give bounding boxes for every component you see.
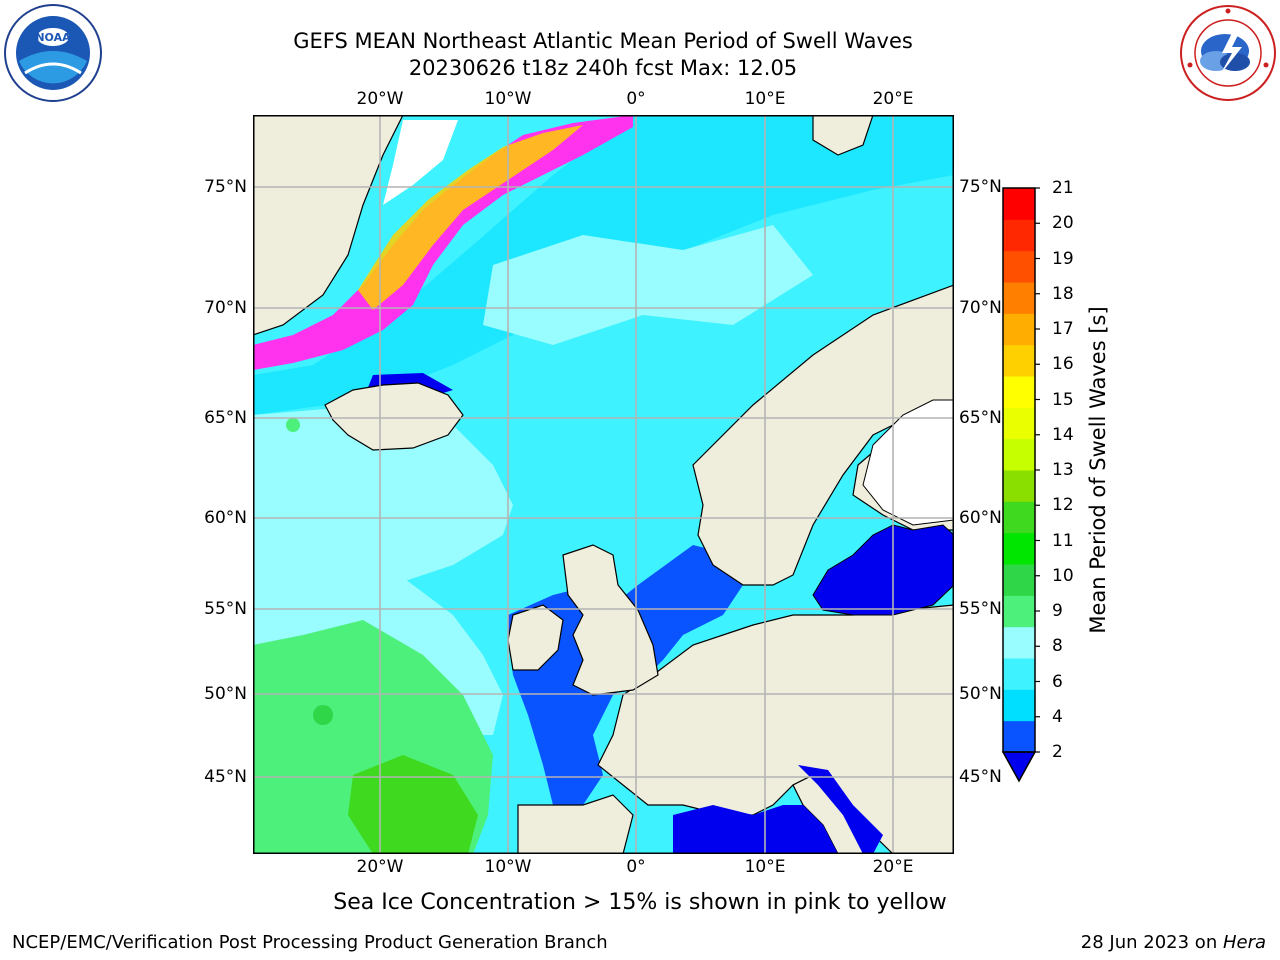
greenland xyxy=(253,115,404,336)
lon-label-top: 20°W xyxy=(356,89,404,109)
lat-label-right: 45°N xyxy=(959,767,1002,787)
colorbar-tick-label: 9 xyxy=(1052,601,1063,621)
noaa-logo: NOAA xyxy=(4,4,102,102)
colorbar-segment xyxy=(1003,626,1035,659)
lat-label-right: 55°N xyxy=(959,599,1002,619)
adriatic-sea xyxy=(798,765,883,854)
lon-label-bottom: 10°W xyxy=(484,857,532,877)
colorbar-ticks xyxy=(1035,187,1040,753)
colorbar-tick-label: 2 xyxy=(1052,742,1063,762)
colorbar-tick-label: 14 xyxy=(1052,424,1074,445)
svg-text:NOAA: NOAA xyxy=(35,31,71,44)
baltic-sea xyxy=(812,524,954,616)
colorbar-segment xyxy=(1003,564,1035,596)
colorbar-segment xyxy=(1003,282,1035,314)
colorbar-tick-label: 19 xyxy=(1052,248,1074,269)
lon-label-top: 20°E xyxy=(872,89,914,109)
colorbar-tick-label: 13 xyxy=(1052,460,1074,480)
lat-label-left: 50°N xyxy=(204,684,247,704)
colorbar-tick-label: 4 xyxy=(1052,706,1063,727)
colorbar-tick-label: 12 xyxy=(1052,495,1074,516)
lat-label-left: 45°N xyxy=(204,767,247,787)
lat-label-right: 50°N xyxy=(959,684,1002,704)
colorbar-segment xyxy=(1003,250,1035,283)
colorbar-segment xyxy=(1003,470,1035,502)
ireland xyxy=(507,604,564,671)
swell-9s-norwegian-sea xyxy=(483,225,813,345)
colorbar-tick-label: 10 xyxy=(1052,565,1074,586)
lat-label-right: 75°N xyxy=(959,177,1002,197)
colorbar-tick-label: 15 xyxy=(1052,389,1074,410)
nws-logo xyxy=(1180,5,1276,101)
great-britain xyxy=(562,544,659,696)
lat-label-left: 75°N xyxy=(204,177,247,197)
footer-host: Hera xyxy=(1222,932,1266,953)
lat-label-left: 65°N xyxy=(204,408,247,428)
map-frame xyxy=(253,115,954,854)
colorbar-tick-label: 11 xyxy=(1052,530,1074,551)
lat-label-left: 70°N xyxy=(204,298,247,318)
colorbar-segment xyxy=(1003,689,1035,722)
colorbar-tick-label: 16 xyxy=(1052,354,1074,375)
colorbar-title: Mean Period of Swell Waves [s] xyxy=(1086,306,1110,634)
sea-ice-yellow xyxy=(358,125,583,310)
colorbar-tick-label: 17 xyxy=(1052,319,1074,339)
colorbar-segment xyxy=(1003,595,1035,628)
colorbar-segment xyxy=(1003,501,1035,534)
colorbar-under-arrow xyxy=(1001,751,1037,783)
lon-label-top: 10°E xyxy=(744,89,786,109)
land xyxy=(253,115,954,854)
colorbar-tick-label: 6 xyxy=(1052,671,1063,692)
colorbar-segment xyxy=(1003,720,1035,753)
lon-label-top: 10°W xyxy=(484,89,532,109)
sea-ice-white-gap xyxy=(383,120,458,205)
lon-label-top: 0° xyxy=(626,89,646,109)
colorbar-segment xyxy=(1003,376,1035,408)
lon-label-bottom: 20°E xyxy=(872,857,914,877)
sea-ice-note: Sea Ice Concentration > 15% is shown in … xyxy=(333,890,947,915)
iberia xyxy=(517,794,634,854)
swell-period-map xyxy=(253,115,954,854)
map-title: GEFS MEAN Northeast Atlantic Mean Period… xyxy=(293,29,913,53)
svalbard xyxy=(812,115,874,156)
lon-label-bottom: 20°W xyxy=(356,857,404,877)
colorbar-segments xyxy=(1003,188,1035,753)
mediterranean-west xyxy=(673,805,838,854)
colorbar-segment xyxy=(1003,407,1035,440)
footer-date: 28 Jun 2023 on Hera xyxy=(1081,932,1266,953)
colorbar-tick-label: 20 xyxy=(1052,213,1074,234)
colorbar-segment xyxy=(1003,532,1035,565)
lat-label-right: 65°N xyxy=(959,408,1002,428)
colorbar-segment xyxy=(1003,188,1035,220)
map-subtitle: 20230626 t18z 240h fcst Max: 12.05 xyxy=(408,56,798,80)
lon-label-bottom: 0° xyxy=(626,857,646,877)
colorbar-segment xyxy=(1003,219,1035,252)
colorbar-tick-label: 8 xyxy=(1052,636,1063,657)
gulf-of-bothnia xyxy=(862,399,954,526)
iceland xyxy=(324,382,464,451)
lat-label-right: 60°N xyxy=(959,508,1002,528)
swell-10s-patch xyxy=(313,705,333,725)
swell-9s-patch xyxy=(286,418,300,432)
colorbar-segment xyxy=(1003,658,1035,690)
footer-date-text: 28 Jun 2023 on xyxy=(1080,932,1223,953)
colorbar xyxy=(1001,187,1040,783)
colorbar-tick-label: 21 xyxy=(1052,178,1074,198)
lon-label-bottom: 10°E xyxy=(744,857,786,877)
sea-ice-pink xyxy=(253,115,633,370)
footer-credit: NCEP/EMC/Verification Post Processing Pr… xyxy=(12,932,608,953)
colorbar-segment xyxy=(1003,438,1035,471)
colorbar-tick-label: 18 xyxy=(1052,283,1074,304)
lat-label-left: 55°N xyxy=(204,599,247,619)
lat-label-right: 70°N xyxy=(959,298,1002,318)
lat-label-left: 60°N xyxy=(204,508,247,528)
graticule xyxy=(253,115,954,854)
colorbar-segment xyxy=(1003,344,1035,377)
colorbar-segment xyxy=(1003,313,1035,346)
